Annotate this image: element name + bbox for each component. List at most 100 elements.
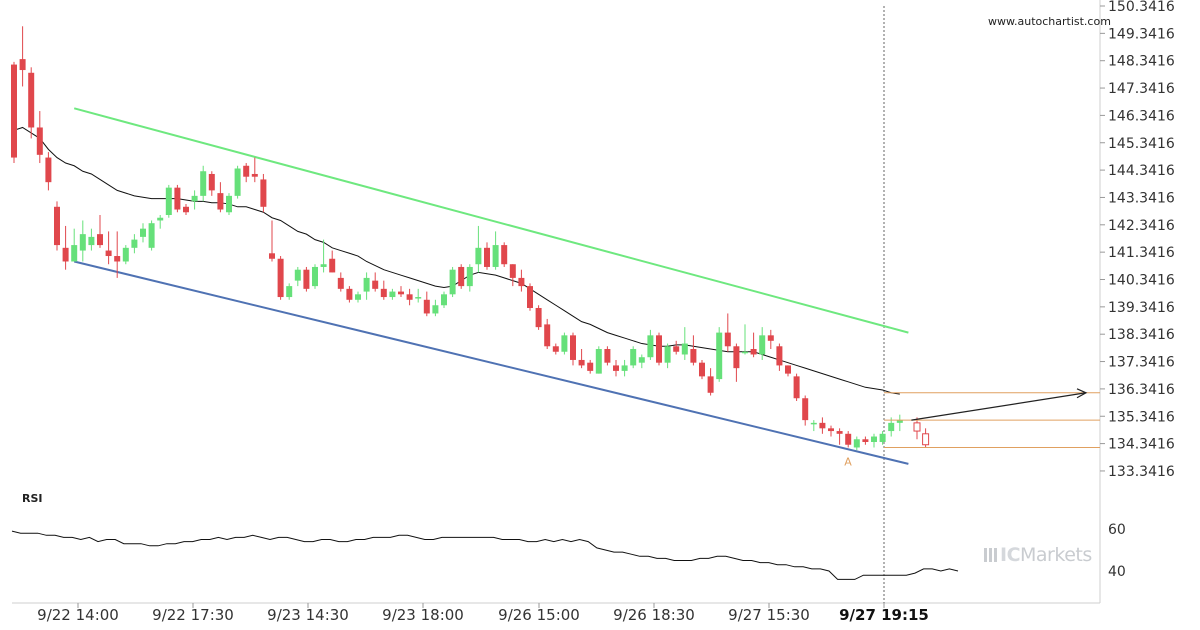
- candle: [157, 214, 164, 229]
- candle-body: [337, 277, 344, 289]
- candle-body: [733, 346, 740, 369]
- rsi-tick-label: 60: [1108, 522, 1126, 538]
- candle: [638, 354, 645, 369]
- candle-body: [570, 335, 576, 360]
- candle: [828, 425, 834, 437]
- candle-body: [492, 245, 499, 267]
- candle: [355, 291, 361, 303]
- candle-body: [810, 422, 817, 425]
- brand-name: Markets: [1020, 544, 1092, 566]
- candle-body: [785, 365, 791, 374]
- brand-logo: ICMarkets: [984, 544, 1092, 566]
- candle: [380, 280, 387, 300]
- candle: [690, 335, 697, 366]
- candle: [97, 214, 103, 248]
- candle: [406, 288, 413, 306]
- price-tick-label: 146.3416: [1108, 108, 1175, 124]
- candle-body: [828, 428, 834, 432]
- candle-body: [836, 431, 843, 434]
- candle-body: [114, 256, 121, 262]
- candle: [269, 220, 275, 262]
- candle: [71, 228, 78, 262]
- candle: [561, 332, 568, 355]
- candle-body: [759, 335, 766, 355]
- candle-body: [28, 72, 35, 128]
- candle: [552, 343, 559, 355]
- candle: [183, 204, 189, 215]
- candle-body: [888, 422, 895, 432]
- candle: [785, 365, 791, 377]
- candle: [251, 157, 258, 183]
- candle: [79, 220, 86, 262]
- brand-prefix: IC: [1000, 544, 1021, 566]
- price-tick-label: 147.3416: [1108, 81, 1175, 97]
- candle-body: [776, 346, 783, 366]
- candle-body: [673, 346, 680, 352]
- brand-bars-icon: [984, 548, 998, 562]
- candle-body: [767, 335, 774, 341]
- candle-body: [922, 433, 930, 446]
- candle: [243, 163, 250, 183]
- candle: [11, 61, 17, 164]
- time-tick-label: 9/27 15:30: [728, 606, 810, 624]
- candle-body: [544, 324, 551, 347]
- candle: [372, 272, 379, 292]
- candle-body: [742, 351, 748, 354]
- candle-body: [716, 332, 723, 380]
- candle-body: [71, 245, 78, 262]
- candle: [836, 428, 843, 445]
- candle-body: [458, 266, 465, 287]
- price-tick-label: 144.3416: [1108, 163, 1175, 179]
- candle-body: [286, 286, 293, 298]
- pattern-marker-label: A: [844, 456, 852, 469]
- price-tick-label: 142.3416: [1108, 218, 1175, 234]
- candle-body: [363, 277, 370, 292]
- candles: [11, 26, 930, 451]
- price-tick-label: 137.3416: [1108, 355, 1175, 371]
- candle: [45, 152, 52, 191]
- time-tick-label: 9/22 14:00: [37, 606, 119, 624]
- candle-body: [862, 439, 869, 443]
- candle: [423, 291, 430, 317]
- candle: [88, 228, 95, 251]
- candle-body: [630, 349, 637, 366]
- candle-body: [613, 365, 619, 371]
- resistance-line: [73, 107, 909, 334]
- candle: [200, 165, 207, 202]
- candle: [664, 343, 671, 369]
- candle: [604, 346, 611, 366]
- candle-body: [217, 193, 224, 210]
- candle: [527, 283, 533, 311]
- candle-body: [690, 349, 697, 363]
- candle-body: [355, 294, 361, 300]
- candle: [122, 245, 129, 265]
- candle: [922, 428, 930, 448]
- candle-body: [251, 173, 258, 177]
- candle: [699, 359, 705, 380]
- price-tick-label: 136.3416: [1108, 382, 1175, 398]
- candle: [587, 359, 594, 374]
- candle: [793, 373, 800, 401]
- candle: [114, 231, 121, 278]
- candle: [767, 329, 774, 350]
- time-tick-label: 9/27 19:15: [839, 606, 929, 624]
- price-tick-label: 139.3416: [1108, 300, 1175, 316]
- candle: [681, 327, 688, 360]
- candle: [879, 431, 886, 445]
- candle-body: [802, 398, 809, 421]
- candle: [913, 417, 921, 440]
- candle-body: [260, 179, 267, 207]
- candle-body: [552, 346, 559, 352]
- candle-body: [36, 127, 43, 155]
- candle: [509, 264, 516, 287]
- candle: [475, 225, 482, 273]
- forecast-overlay: A: [844, 388, 1100, 469]
- candle: [776, 343, 783, 371]
- candle: [294, 266, 301, 287]
- candle-body: [183, 206, 189, 213]
- candle-body: [707, 376, 714, 393]
- candle-body: [312, 266, 318, 287]
- price-tick-label: 148.3416: [1108, 54, 1175, 70]
- candle: [303, 266, 310, 292]
